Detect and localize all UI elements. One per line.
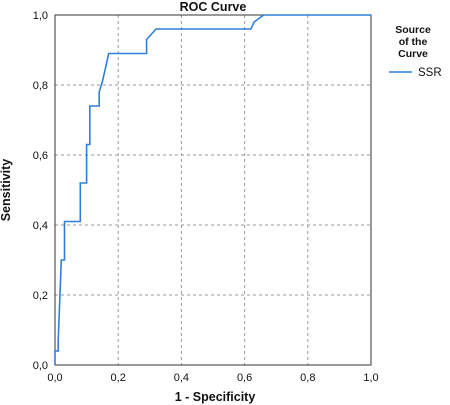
legend-title-line: Curve: [398, 48, 428, 60]
x-tick-label: 1,0: [363, 372, 378, 384]
legend: Source of the Curve SSR: [389, 24, 442, 79]
y-tick-label: 1,0: [33, 10, 48, 22]
x-tick-label: 0,2: [111, 372, 126, 384]
x-tick-label: 0,8: [300, 372, 315, 384]
legend-title-line: Source: [395, 24, 431, 36]
grid: [55, 15, 371, 365]
y-tick-label: 0,2: [33, 290, 48, 302]
series-line-ssr: [54, 14, 371, 365]
y-axis-ticks: 0,0 0,2 0,4 0,6 0,8 1,0: [33, 10, 48, 372]
chart-title: ROC Curve: [180, 0, 247, 14]
x-tick-label: 0,4: [174, 372, 189, 384]
y-tick-label: 0,6: [33, 150, 48, 162]
x-tick-label: 0,0: [47, 372, 62, 384]
x-axis-ticks: 0,0 0,2 0,4 0,6 0,8 1,0: [47, 372, 378, 384]
y-axis-title: Sensitivity: [0, 159, 13, 222]
plot-frame: [54, 14, 372, 366]
x-axis-title: 1 - Specificity: [175, 390, 256, 404]
legend-title: Source of the Curve: [395, 24, 431, 60]
legend-label-ssr: SSR: [418, 67, 442, 79]
y-tick-label: 0,0: [33, 360, 48, 372]
y-tick-label: 0,8: [33, 80, 48, 92]
y-tick-label: 0,4: [33, 220, 48, 232]
x-tick-label: 0,6: [237, 372, 252, 384]
legend-title-line: of the: [399, 36, 428, 48]
